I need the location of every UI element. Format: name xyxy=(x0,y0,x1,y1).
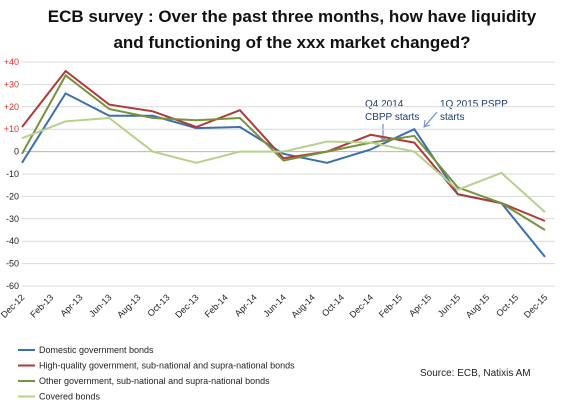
y-tick-label: -20 xyxy=(6,191,19,201)
series-line xyxy=(21,116,546,213)
y-tick-label: +20 xyxy=(4,102,19,112)
x-tick-label: Dec-14 xyxy=(347,292,375,320)
legend-label: Other government, sub-national and supra… xyxy=(39,376,270,386)
x-tick-label: Jun-15 xyxy=(436,292,463,319)
y-tick-label: 0 xyxy=(14,147,19,157)
series-line xyxy=(21,73,546,231)
annotation-arrow xyxy=(424,111,438,127)
legend-label: High-quality government, sub-national an… xyxy=(39,361,295,371)
y-tick-label: -40 xyxy=(6,236,19,246)
x-tick-label: Oct-15 xyxy=(494,292,520,318)
y-tick-label: -50 xyxy=(6,259,19,269)
series-line xyxy=(21,69,546,222)
annotation: CBPP starts xyxy=(365,112,419,123)
annotation: starts xyxy=(440,112,464,123)
x-tick-label: Aug-15 xyxy=(464,292,492,320)
x-tick-label: Jun-14 xyxy=(261,292,288,319)
x-tick-label: Dec-12 xyxy=(0,292,26,320)
x-tick-label: Feb-13 xyxy=(28,292,55,319)
source: Source: ECB, Natixis AM xyxy=(420,368,531,379)
y-tick-label: +40 xyxy=(4,57,19,67)
x-tick-label: Feb-14 xyxy=(203,292,230,319)
y-tick-label: -10 xyxy=(6,169,19,179)
legend-label: Domestic government bonds xyxy=(39,345,154,355)
x-tick-label: Aug-13 xyxy=(115,292,143,320)
x-tick-label: Dec-15 xyxy=(522,292,550,320)
y-tick-label: +30 xyxy=(4,79,19,89)
y-tick-label: -30 xyxy=(6,214,19,224)
annotation: Q4 2014 xyxy=(365,99,404,110)
x-tick-label: Apr-14 xyxy=(233,292,259,318)
x-tick-label: Oct-13 xyxy=(146,292,172,318)
y-tick-label: +10 xyxy=(4,124,19,134)
annotation: 1Q 2015 PSPP xyxy=(440,99,508,110)
x-tick-label: Feb-15 xyxy=(377,292,404,319)
x-tick-label: Dec-13 xyxy=(173,292,201,320)
chart-title: and functioning of the xxx market change… xyxy=(113,33,470,52)
x-tick-label: Jun-13 xyxy=(87,292,114,319)
y-tick-label: -60 xyxy=(6,281,19,291)
x-tick-label: Aug-14 xyxy=(289,292,317,320)
annotation-arrow xyxy=(423,119,431,128)
chart-title: ECB survey : Over the past three months,… xyxy=(48,7,537,26)
x-tick-label: Apr-13 xyxy=(58,292,84,318)
x-tick-label: Apr-15 xyxy=(407,292,433,318)
legend-label: Covered bonds xyxy=(39,392,101,402)
x-tick-label: Oct-14 xyxy=(320,292,346,318)
